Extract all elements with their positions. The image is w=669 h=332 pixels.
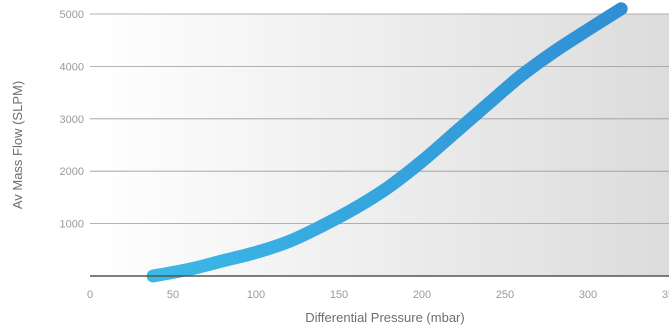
x-tick-label-0: 0: [87, 289, 93, 301]
x-tick-label-100: 100: [247, 289, 265, 301]
gridlines: [90, 13, 669, 225]
y-tick-label-5000: 5000: [60, 9, 84, 21]
y-tick-label-3000: 3000: [60, 114, 84, 126]
x-tick-label-250: 250: [496, 289, 514, 301]
x-tick-labels: 0 50 100 150 200 250 300 350: [87, 289, 669, 301]
x-tick-label-200: 200: [413, 289, 431, 301]
y-tick-labels: 1000 2000 3000 4000 5000: [60, 9, 84, 231]
plot-background: [90, 14, 669, 276]
x-tick-label-150: 150: [330, 289, 348, 301]
y-tick-label-4000: 4000: [60, 61, 84, 73]
x-tick-label-300: 300: [579, 289, 597, 301]
y-tick-label-2000: 2000: [60, 166, 84, 178]
x-tick-label-50: 50: [167, 289, 179, 301]
series-line-0: [146, 2, 628, 283]
y-axis-title: Av Mass Flow (SLPM): [10, 81, 25, 209]
x-axis-title: Differential Pressure (mbar): [305, 310, 464, 325]
series-group: [146, 2, 628, 283]
y-tick-label-1000: 1000: [60, 219, 84, 231]
x-tick-label-350: 350: [662, 289, 669, 301]
